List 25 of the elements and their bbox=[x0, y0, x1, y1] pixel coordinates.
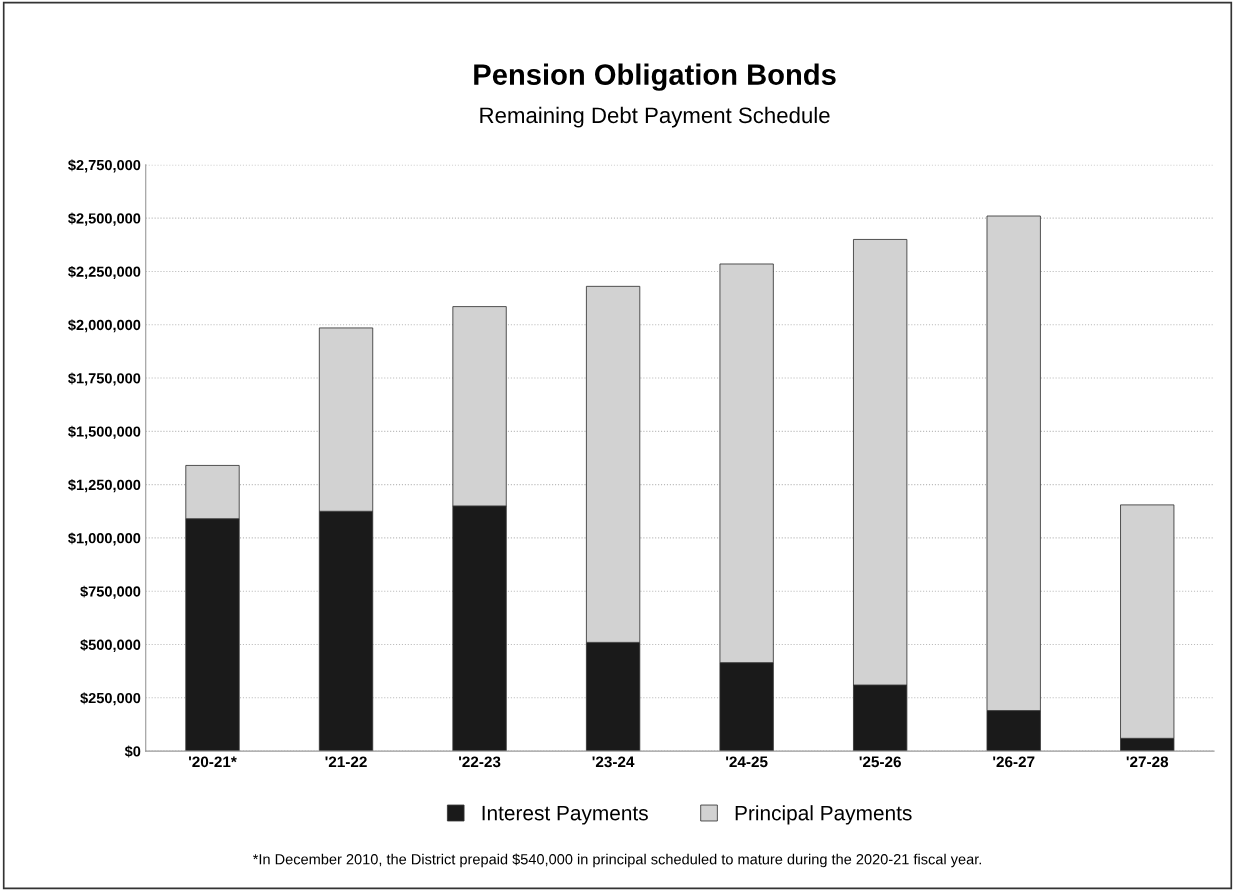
x-tick-label: '20-21* bbox=[188, 756, 237, 768]
x-tick-label: '21-22 bbox=[325, 756, 367, 768]
y-tick-label: $2,250,000 bbox=[68, 265, 141, 279]
x-tick-label: '24-25 bbox=[726, 756, 768, 768]
y-tick-label: $250,000 bbox=[80, 692, 141, 706]
y-tick-label: $0 bbox=[124, 745, 141, 758]
text: *In December 2010, the District prepaid $540,000 in principal scheduled to mature during the 2020-21 fiscal year. bbox=[252, 853, 981, 868]
x-tick-label: '25-26 bbox=[859, 756, 901, 768]
y-tick-label: $1,500,000 bbox=[68, 425, 141, 439]
y-tick-label: $2,000,000 bbox=[68, 319, 141, 333]
x-tick-label: '26-27 bbox=[993, 756, 1035, 768]
y-tick-label: $750,000 bbox=[80, 585, 141, 599]
x-tick-label: '23-24 bbox=[592, 756, 635, 768]
y-tick-label: $1,000,000 bbox=[68, 532, 141, 546]
y-tick-label: $1,250,000 bbox=[68, 479, 141, 493]
y-tick-label: $2,500,000 bbox=[68, 212, 141, 226]
legend-label: Interest Payments bbox=[482, 805, 648, 825]
x-tick-label: '22-23 bbox=[459, 756, 501, 768]
legend-label: Principal Payments bbox=[735, 805, 912, 825]
chart-subtitle: Remaining Debt Payment Schedule bbox=[480, 106, 830, 128]
y-tick-label: $2,750,000 bbox=[68, 159, 141, 173]
y-tick-label: $500,000 bbox=[80, 638, 141, 653]
y-tick-label: $1,750,000 bbox=[68, 372, 141, 386]
x-tick-label: '27-28 bbox=[1126, 756, 1169, 768]
chart-title: Pension Obligation Bonds bbox=[474, 63, 836, 91]
